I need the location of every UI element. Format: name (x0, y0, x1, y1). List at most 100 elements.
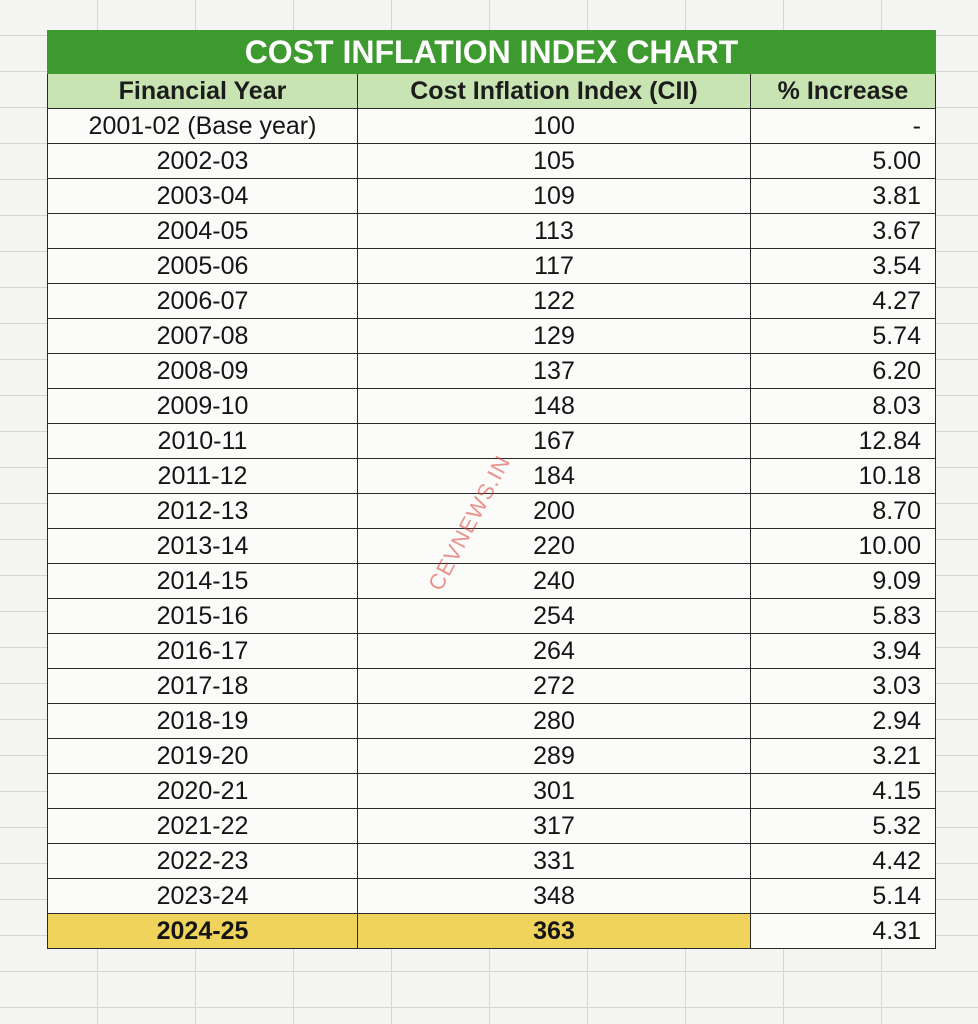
table-row: 2007-08 129 5.74 (47, 318, 936, 354)
table-row: 2008-09 137 6.20 (47, 353, 936, 389)
table-cell: 2019-20 (47, 738, 358, 774)
table-cell: 109 (357, 178, 751, 214)
table-cell: 2009-10 (47, 388, 358, 424)
table-row: 2017-18 272 3.03 (47, 668, 936, 704)
table-title: COST INFLATION INDEX CHART (47, 30, 936, 74)
table-cell: 3.21 (750, 738, 936, 774)
table-row: 2001-02 (Base year) 100- (47, 108, 936, 144)
table-cell: 5.74 (750, 318, 936, 354)
cii-table: COST INFLATION INDEX CHART Financial Yea… (47, 30, 936, 949)
table-cell: 2.94 (750, 703, 936, 739)
table-cell: 264 (357, 633, 751, 669)
table-cell: 301 (357, 773, 751, 809)
table-cell: 2016-17 (47, 633, 358, 669)
table-cell: 105 (357, 143, 751, 179)
table-cell: 12.84 (750, 423, 936, 459)
table-row: 2005-06 117 3.54 (47, 248, 936, 284)
table-cell: 10.18 (750, 458, 936, 494)
table-cell: 2005-06 (47, 248, 358, 284)
table-cell: 3.81 (750, 178, 936, 214)
table-row: 2002-03 105 5.00 (47, 143, 936, 179)
table-cell: - (750, 108, 936, 144)
table-cell: 137 (357, 353, 751, 389)
table-cell: 363 (357, 913, 751, 949)
table-cell: 2012-13 (47, 493, 358, 529)
table-cell: 9.09 (750, 563, 936, 599)
table-cell: 289 (357, 738, 751, 774)
table-cell: 2004-05 (47, 213, 358, 249)
table-body: 2001-02 (Base year) 100-2002-03 105 5.00 200… (47, 108, 936, 949)
header-row: Financial Year Cost Inflation Index (CII)… (47, 73, 936, 109)
table-cell: 113 (357, 213, 751, 249)
table-row: 2015-16 254 5.83 (47, 598, 936, 634)
table-row: 2012-13 200 8.70 (47, 493, 936, 529)
table-cell: 280 (357, 703, 751, 739)
table-cell: 3.67 (750, 213, 936, 249)
table-cell: 167 (357, 423, 751, 459)
table-cell: 2021-22 (47, 808, 358, 844)
table-row: 2018-19 280 2.94 (47, 703, 936, 739)
table-cell: 254 (357, 598, 751, 634)
table-cell: 4.27 (750, 283, 936, 319)
table-cell: 2003-04 (47, 178, 358, 214)
table-cell: 2020-21 (47, 773, 358, 809)
table-row: 2023-24 348 5.14 (47, 878, 936, 914)
table-cell: 2015-16 (47, 598, 358, 634)
table-cell: 2001-02 (Base year) (47, 108, 358, 144)
table-cell: 3.54 (750, 248, 936, 284)
table-cell: 117 (357, 248, 751, 284)
table-cell: 2022-23 (47, 843, 358, 879)
table-cell: 4.31 (750, 913, 936, 949)
table-cell: 8.03 (750, 388, 936, 424)
table-cell: 5.32 (750, 808, 936, 844)
table-cell: 4.15 (750, 773, 936, 809)
table-row: 2022-23 331 4.42 (47, 843, 936, 879)
table-cell: 2013-14 (47, 528, 358, 564)
table-cell: 348 (357, 878, 751, 914)
column-header: Financial Year (47, 73, 358, 109)
table-cell: 5.83 (750, 598, 936, 634)
table-cell: 100 (357, 108, 751, 144)
table-cell: 122 (357, 283, 751, 319)
table-row: 2004-05 113 3.67 (47, 213, 936, 249)
table-cell: 272 (357, 668, 751, 704)
table-cell: 2006-07 (47, 283, 358, 319)
table-cell: 6.20 (750, 353, 936, 389)
table-cell: 240 (357, 563, 751, 599)
table-cell: 2002-03 (47, 143, 358, 179)
table-cell: 2024-25 (47, 913, 358, 949)
table-cell: 200 (357, 493, 751, 529)
table-row: 2016-17 264 3.94 (47, 633, 936, 669)
table-row: 2013-14 220 10.00 (47, 528, 936, 564)
table-row: 2006-07 122 4.27 (47, 283, 936, 319)
table-row: 2024-25 363 4.31 (47, 913, 936, 949)
table-row: 2009-10 148 8.03 (47, 388, 936, 424)
table-cell: 3.94 (750, 633, 936, 669)
table-cell: 2017-18 (47, 668, 358, 704)
table-cell: 2023-24 (47, 878, 358, 914)
table-cell: 2007-08 (47, 318, 358, 354)
column-header: Cost Inflation Index (CII) (357, 73, 751, 109)
table-cell: 2018-19 (47, 703, 358, 739)
table-cell: 8.70 (750, 493, 936, 529)
table-cell: 3.03 (750, 668, 936, 704)
table-row: 2020-21 301 4.15 (47, 773, 936, 809)
table-cell: 129 (357, 318, 751, 354)
table-cell: 220 (357, 528, 751, 564)
table-cell: 10.00 (750, 528, 936, 564)
table-cell: 317 (357, 808, 751, 844)
table-row: 2003-04 109 3.81 (47, 178, 936, 214)
table-row: 2021-22 317 5.32 (47, 808, 936, 844)
table-cell: 5.14 (750, 878, 936, 914)
column-header: % Increase (750, 73, 936, 109)
table-cell: 2011-12 (47, 458, 358, 494)
table-row: 2019-20 289 3.21 (47, 738, 936, 774)
table-cell: 2014-15 (47, 563, 358, 599)
table-cell: 4.42 (750, 843, 936, 879)
table-cell: 2008-09 (47, 353, 358, 389)
table-cell: 184 (357, 458, 751, 494)
table-cell: 2010-11 (47, 423, 358, 459)
table-cell: 148 (357, 388, 751, 424)
table-row: 2014-15 240 9.09 (47, 563, 936, 599)
